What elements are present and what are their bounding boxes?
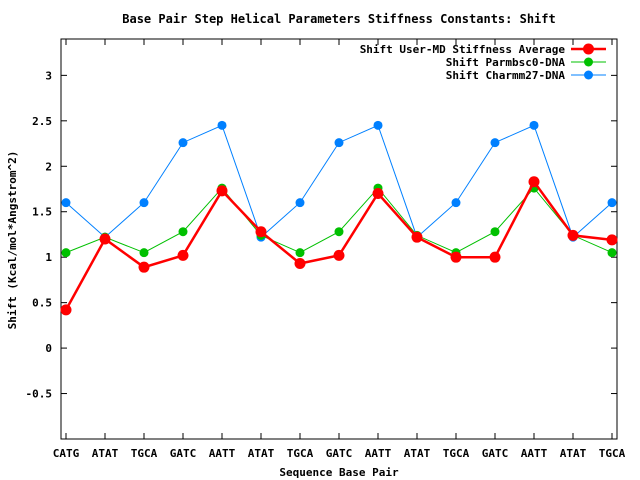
- legend-marker: [584, 57, 593, 67]
- series-1-point: [139, 248, 149, 258]
- series-0-point: [567, 229, 579, 241]
- series-2-point: [61, 198, 71, 208]
- y-tick-label: 2: [45, 160, 52, 173]
- series-1-point: [490, 227, 500, 237]
- legend-marker: [583, 43, 594, 55]
- x-tick-label: AATT: [209, 447, 236, 460]
- legend-marker: [584, 70, 593, 80]
- chart-title: Base Pair Step Helical Parameters Stiffn…: [122, 12, 555, 26]
- plot-frame: [60, 38, 618, 440]
- series-2-point: [373, 120, 383, 130]
- x-tick-label: ATAT: [248, 447, 275, 460]
- series-layer: [60, 120, 618, 316]
- series-2-point: [334, 138, 344, 148]
- x-tick-label: AATT: [521, 447, 548, 460]
- x-tick-label: ATAT: [92, 447, 119, 460]
- x-tick-label: TGCA: [131, 447, 158, 460]
- legend-label: Shift Charmm27-DNA: [446, 69, 566, 82]
- x-axis-label: Sequence Base Pair: [279, 466, 399, 479]
- x-ticks: CATG ATAT TGCA GATC AATT ATAT TGCA GATC AATT ATAT…: [53, 39, 626, 460]
- x-tick-label: GATC: [482, 447, 509, 460]
- y-tick-label: 1: [45, 251, 52, 264]
- series-2-point: [490, 138, 500, 148]
- series-0-point: [372, 188, 384, 200]
- series-0-point: [450, 251, 462, 263]
- series-1-point: [295, 248, 305, 258]
- x-tick-label: GATC: [326, 447, 353, 460]
- series-2-point: [529, 120, 539, 130]
- x-tick-label: ATAT: [560, 447, 587, 460]
- series-0-point: [489, 251, 501, 263]
- series-2-point: [139, 198, 149, 208]
- series-0-point: [294, 258, 306, 270]
- x-tick-label: GATC: [170, 447, 197, 460]
- y-tick-label: 0.5: [32, 297, 52, 310]
- y-tick-label: -0.5: [26, 388, 53, 401]
- y-tick-label: 0: [45, 342, 52, 355]
- x-tick-label: TGCA: [599, 447, 626, 460]
- legend-label: Shift User-MD Stiffness Average: [360, 43, 566, 56]
- series-0-point: [528, 176, 540, 188]
- series-2-point: [178, 138, 188, 148]
- series-0-point: [60, 304, 72, 316]
- series-line-1: [65, 187, 613, 254]
- series-1-point: [61, 248, 71, 258]
- y-ticks: -0.5 0 0.5 1 1.5 2 2.5 3: [26, 69, 617, 401]
- series-1-point: [607, 248, 617, 258]
- x-tick-label: AATT: [365, 447, 392, 460]
- series-0-point: [177, 249, 189, 261]
- series-0-point: [99, 233, 111, 245]
- series-2-point: [295, 198, 305, 208]
- x-tick-label: TGCA: [443, 447, 470, 460]
- series-1-point: [334, 227, 344, 237]
- y-tick-label: 3: [45, 69, 52, 82]
- series-2-point: [607, 198, 617, 208]
- series-0-point: [333, 249, 345, 261]
- series-2-point: [451, 198, 461, 208]
- series-0-point: [606, 234, 618, 246]
- series-0-point: [255, 226, 267, 238]
- series-0-point: [138, 261, 150, 273]
- series-2-point: [217, 120, 227, 130]
- series-0-point: [216, 185, 228, 197]
- x-tick-label: ATAT: [404, 447, 431, 460]
- y-axis-label: Shift (Kcal/mol*Angstrom^2): [6, 151, 19, 330]
- y-tick-label: 1.5: [32, 206, 52, 219]
- x-tick-label: TGCA: [287, 447, 314, 460]
- x-tick-label: CATG: [53, 447, 80, 460]
- y-tick-label: 2.5: [32, 115, 52, 128]
- legend-label: Shift Parmbsc0-DNA: [446, 56, 566, 69]
- series-1-point: [178, 227, 188, 237]
- series-0-point: [411, 231, 423, 243]
